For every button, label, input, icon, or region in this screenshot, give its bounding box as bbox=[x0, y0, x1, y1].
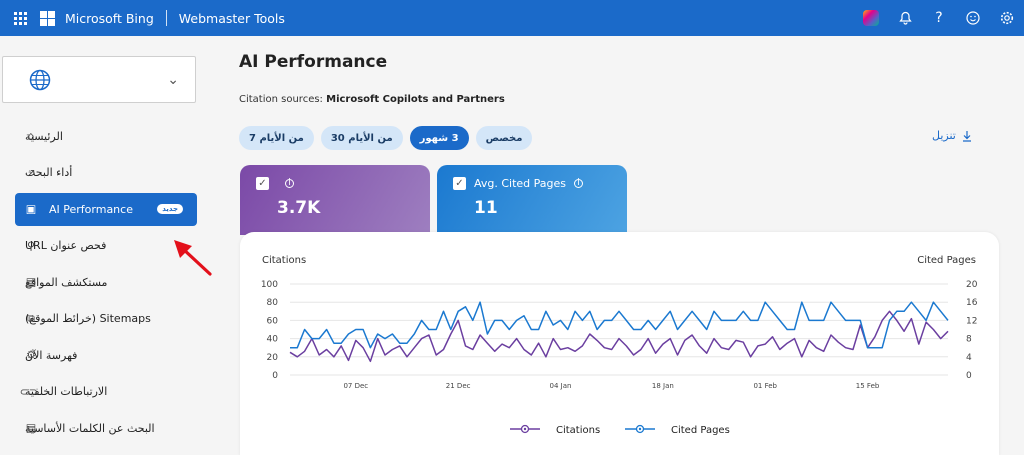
search-icon: ⚲ bbox=[26, 239, 36, 253]
info-icon[interactable]: i bbox=[285, 179, 294, 188]
y-left-tick-label: 100 bbox=[261, 280, 278, 290]
legend-label: Cited Pages bbox=[671, 425, 730, 436]
sidebar-item-label: أداء البحث bbox=[25, 166, 73, 180]
home-icon: ⌂ bbox=[27, 129, 35, 143]
download-label: تنزيل bbox=[932, 129, 956, 142]
x-tick-label: 07 Dec bbox=[343, 382, 368, 390]
y-right-tick-label: 0 bbox=[966, 371, 972, 381]
site-selector-dropdown[interactable]: ⌄ bbox=[2, 56, 196, 103]
brand[interactable]: Microsoft Bing Webmaster Tools bbox=[40, 10, 285, 26]
gear-icon: ⚙ bbox=[26, 348, 36, 362]
document-icon: ▤ bbox=[25, 275, 37, 289]
sidebar-item-label: البحث عن الكلمات الأساسية bbox=[25, 421, 155, 435]
help-icon[interactable]: ? bbox=[935, 10, 943, 26]
download-icon bbox=[962, 130, 971, 142]
globe-icon bbox=[29, 69, 51, 90]
cited-pages-checkbox[interactable]: ✓ bbox=[453, 177, 466, 190]
metric-card-citations[interactable]: ✓ i 3.7K bbox=[240, 165, 430, 235]
sidebar-item-site-explorer[interactable]: ▤ مستكشف المواقع bbox=[15, 264, 197, 301]
link-icon: ⊂⊃ bbox=[19, 385, 38, 399]
red-arrow-annotation bbox=[174, 240, 212, 276]
feedback-smile-icon[interactable] bbox=[956, 0, 990, 36]
sidebar-item-ai-performance[interactable]: ▣ AI Performance جديد bbox=[15, 192, 197, 226]
y-right-tick-label: 8 bbox=[966, 335, 972, 345]
x-tick-label: 04 Jan bbox=[550, 382, 572, 390]
y-right-tick-label: 16 bbox=[966, 298, 978, 308]
range-3-months-button[interactable]: 3 شهور bbox=[409, 126, 469, 150]
chevron-down-icon: ⌄ bbox=[167, 71, 179, 88]
metric-card-cited-pages[interactable]: ✓ Avg. Cited Pages i 11 bbox=[437, 165, 627, 235]
y-left-tick-label: 60 bbox=[267, 316, 279, 326]
sidebar-nav: ⌂ الرئيسية ↗ أداء البحث ▣ AI Performance… bbox=[15, 118, 197, 447]
settings-gear-icon[interactable] bbox=[990, 0, 1024, 36]
y-right-tick-label: 4 bbox=[966, 353, 972, 363]
y-right-tick-label: 20 bbox=[966, 280, 978, 290]
image-icon: ▣ bbox=[25, 202, 37, 216]
citations-checkbox[interactable]: ✓ bbox=[256, 177, 269, 190]
citation-sources-label: Citation sources: bbox=[239, 94, 323, 105]
info-icon[interactable]: i bbox=[574, 179, 584, 188]
brand-name: Microsoft Bing bbox=[65, 10, 154, 26]
sidebar-item-label: مستكشف المواقع bbox=[25, 275, 108, 289]
legend-label: Citations bbox=[556, 425, 600, 436]
citation-sources-value: Microsoft Copilots and Partners bbox=[326, 94, 505, 105]
performance-chart-panel: Citations Cited Pages 0 20 40 60 80 100 0 4 8 12 16 2… bbox=[240, 232, 999, 455]
y-right-tick-label: 12 bbox=[966, 316, 977, 326]
legend-marker-dot bbox=[638, 427, 642, 431]
sidebar-item-label: AI Performance bbox=[49, 202, 133, 216]
cited-pages-value: 11 bbox=[474, 198, 498, 218]
y-left-tick-label: 0 bbox=[272, 371, 278, 381]
sidebar-item-backlinks[interactable]: ⊂⊃ الارتباطات الخلفية bbox=[15, 374, 197, 411]
performance-line-chart: Citations Cited Pages 0 20 40 60 80 100 0 4 8 12 16 2… bbox=[261, 255, 978, 436]
download-button[interactable]: تنزيل bbox=[932, 129, 972, 142]
document-icon: ▤ bbox=[25, 421, 37, 435]
citations-value: 3.7K bbox=[277, 198, 321, 218]
top-bar: Microsoft Bing Webmaster Tools ? bbox=[0, 0, 1024, 36]
card-label: Avg. Cited Pages bbox=[474, 177, 567, 190]
sidebar-item-label: Sitemaps (خرائط الموقع) bbox=[25, 312, 151, 326]
sitemap-icon: ⧉ bbox=[27, 311, 35, 325]
date-range-selector: من الأيام 7 من الأيام 30 3 شهور مخصص bbox=[239, 126, 533, 150]
sidebar-item-label: الرئيسية bbox=[25, 129, 63, 143]
app-launcher-icon[interactable] bbox=[0, 0, 40, 36]
y-left-tick-label: 20 bbox=[267, 353, 279, 363]
sidebar-item-search-performance[interactable]: ↗ أداء البحث bbox=[15, 155, 197, 192]
legend-marker-dot bbox=[523, 427, 527, 431]
range-custom-button[interactable]: مخصص bbox=[475, 126, 533, 150]
copilot-icon[interactable] bbox=[854, 0, 888, 36]
x-tick-label: 18 Jan bbox=[652, 382, 674, 390]
new-badge: جديد bbox=[157, 204, 183, 214]
sidebar-item-label: الارتباطات الخلفية bbox=[25, 385, 108, 399]
range-30-days-button[interactable]: من الأيام 30 bbox=[320, 126, 403, 150]
range-7-days-button[interactable]: من الأيام 7 bbox=[239, 126, 314, 150]
y-left-tick-label: 80 bbox=[267, 298, 279, 308]
series-line-cited-pages bbox=[290, 301, 949, 349]
x-tick-label: 21 Dec bbox=[446, 382, 471, 390]
bell-icon[interactable] bbox=[888, 0, 922, 36]
citation-sources: Citation sources: Microsoft Copilots and… bbox=[239, 94, 505, 105]
microsoft-logo-icon bbox=[40, 10, 55, 26]
sidebar-item-home[interactable]: ⌂ الرئيسية bbox=[15, 118, 197, 155]
page-title: AI Performance bbox=[239, 52, 388, 72]
x-tick-label: 01 Feb bbox=[753, 382, 777, 390]
sidebar-item-sitemaps[interactable]: ⧉ Sitemaps (خرائط الموقع) bbox=[15, 301, 197, 338]
series-line-citations bbox=[289, 310, 949, 363]
sidebar-item-label: فحص عنوان URL bbox=[25, 239, 107, 253]
sidebar-item-keyword-research[interactable]: ▤ البحث عن الكلمات الأساسية bbox=[15, 410, 197, 447]
y-left-tick-label: 40 bbox=[267, 335, 279, 345]
sidebar-item-url-inspection[interactable]: ⚲ فحص عنوان URL bbox=[15, 228, 197, 265]
sidebar-item-indexnow[interactable]: ⚙ فهرسة الآن bbox=[15, 337, 197, 374]
product-name: Webmaster Tools bbox=[178, 10, 285, 26]
sidebar-item-label: فهرسة الآن bbox=[25, 348, 78, 362]
brand-divider bbox=[165, 10, 167, 26]
y-axis-right-title: Cited Pages bbox=[917, 255, 976, 266]
x-tick-label: 15 Feb bbox=[856, 382, 880, 390]
y-axis-left-title: Citations bbox=[262, 255, 306, 266]
trend-icon: ↗ bbox=[26, 166, 36, 180]
